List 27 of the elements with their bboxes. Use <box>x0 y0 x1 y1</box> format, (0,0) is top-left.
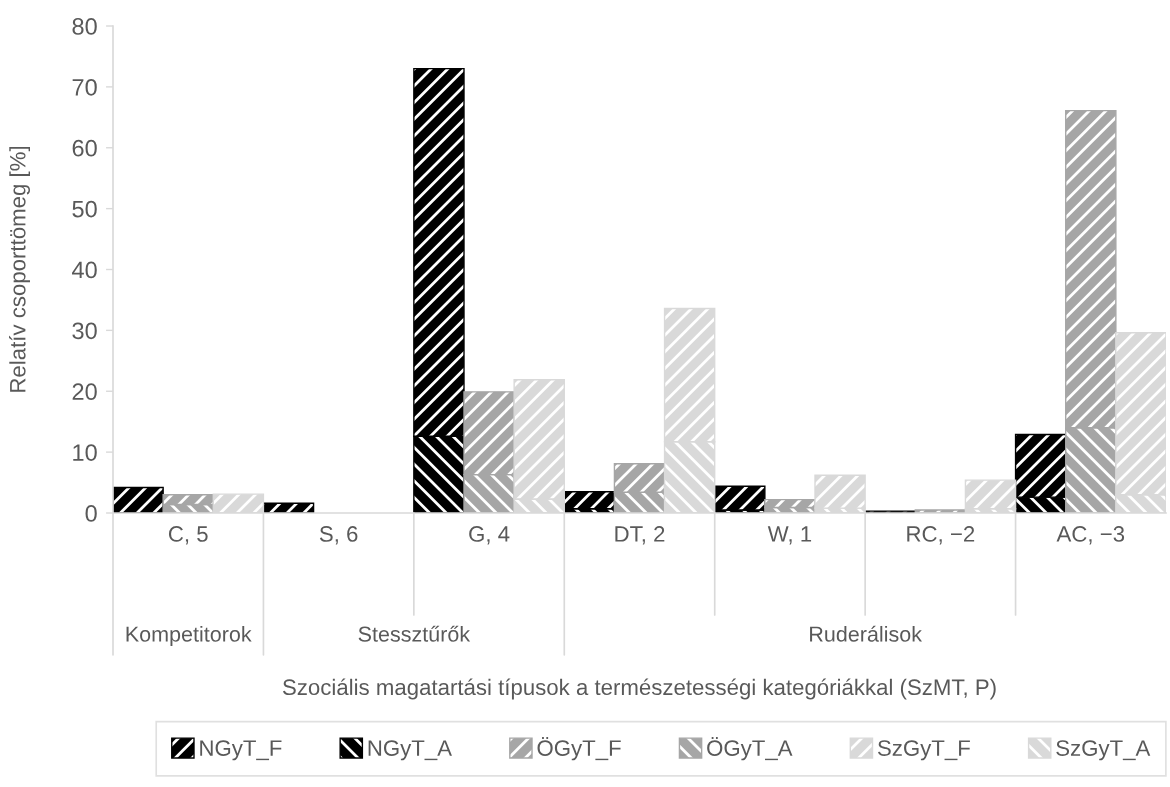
legend-label: NGyT_F <box>200 740 282 761</box>
text: Stessztűrők <box>358 625 471 642</box>
y-tick-label: 70 <box>72 78 97 96</box>
y-tick-label: 30 <box>72 322 97 340</box>
x-tick-label: S, 6 <box>319 526 358 545</box>
y-tick-label: 0 <box>85 505 97 522</box>
legend-label: SzGyT_A <box>1056 740 1151 761</box>
text: Szociális magatartási típusok a természetességi kategóriákkal (SzMT, P) <box>282 678 996 700</box>
text: Kompetitorok <box>126 625 252 647</box>
text: Ruderálisok <box>810 625 923 642</box>
x-tick-label: W, 1 <box>767 526 812 545</box>
y-tick-label: 20 <box>72 383 97 401</box>
y-axis-title: Relatív csoporttömeg [%] <box>9 146 30 392</box>
y-tick-label: 10 <box>73 444 97 461</box>
y-tick-label: 40 <box>72 261 97 279</box>
x-tick-label: AC, −3 <box>1056 526 1125 545</box>
legend-label: NGyT_A <box>368 740 452 761</box>
y-tick-label: 50 <box>72 200 97 218</box>
x-tick-label: G, 4 <box>469 526 510 545</box>
legend-label: ÖGyT_F <box>537 737 621 761</box>
x-tick-label: RC, −2 <box>907 526 975 545</box>
x-tick-label: C, 5 <box>168 526 208 545</box>
legend-label: ÖGyT_A <box>707 737 793 761</box>
x-tick-label: DT, 2 <box>615 526 665 545</box>
legend-label: SzGyT_F <box>877 740 970 761</box>
y-tick-label: 60 <box>72 139 97 157</box>
y-tick-label: 80 <box>72 18 97 35</box>
